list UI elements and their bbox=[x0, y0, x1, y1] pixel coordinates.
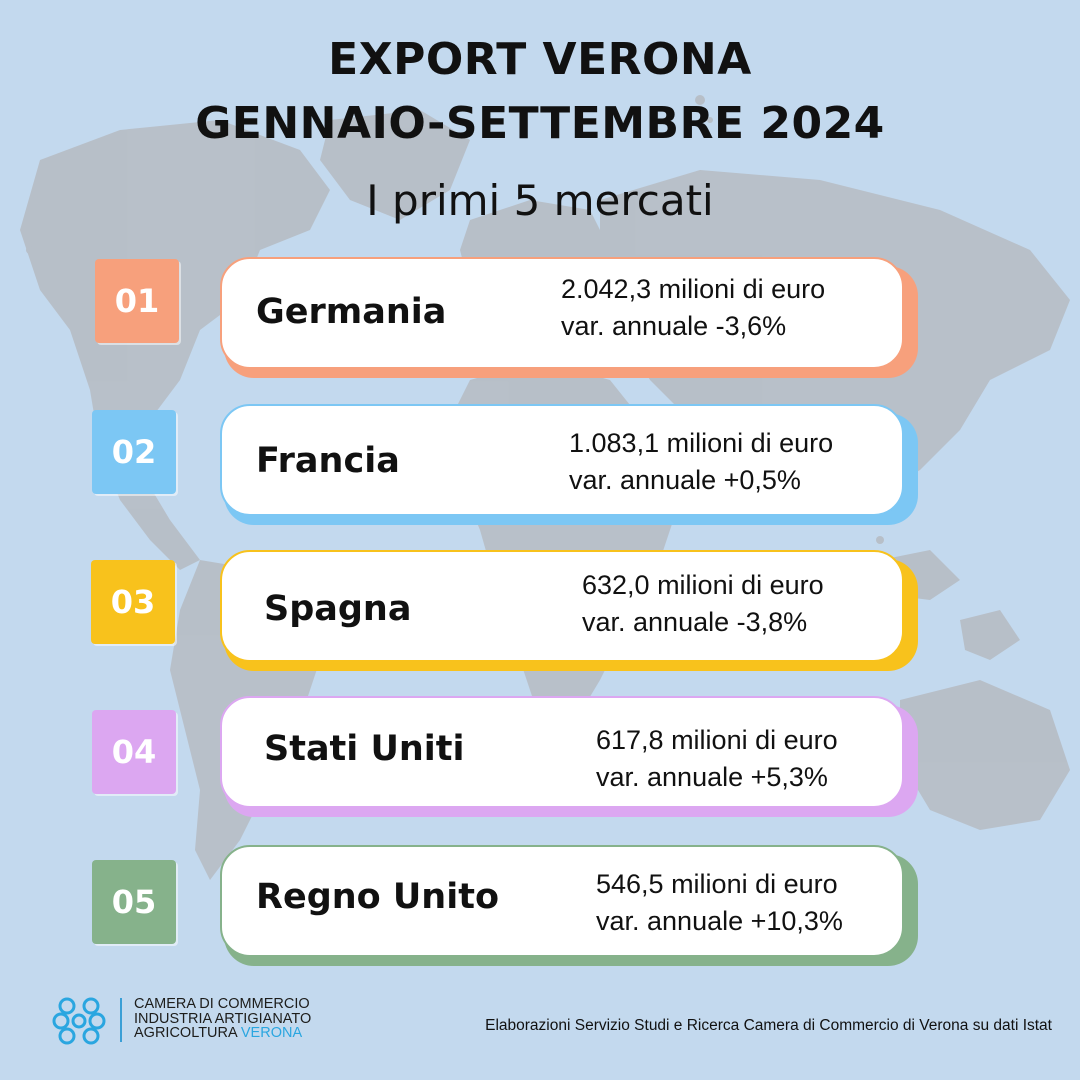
page-subtitle: I primi 5 mercati bbox=[366, 176, 714, 225]
rank-badge: 01 bbox=[95, 259, 179, 343]
page-title-period: GENNAIO-SETTEMBRE 2024 bbox=[195, 98, 885, 149]
market-card bbox=[220, 404, 904, 516]
org-line-text: AGRICOLTURA bbox=[134, 1025, 237, 1041]
rank-badge: 02 bbox=[92, 410, 176, 494]
market-change: var. annuale +10,3% bbox=[596, 906, 843, 936]
market-value: 632,0 milioni di euro bbox=[582, 570, 824, 600]
market-country: Regno Unito bbox=[256, 877, 500, 917]
market-country: Germania bbox=[256, 292, 447, 332]
market-card bbox=[220, 845, 904, 957]
market-change: var. annuale -3,6% bbox=[561, 311, 787, 341]
market-value: 2.042,3 milioni di euro bbox=[561, 274, 826, 304]
market-country: Spagna bbox=[264, 589, 412, 629]
rank-badge: 03 bbox=[91, 560, 175, 644]
page-title: EXPORT VERONA bbox=[328, 34, 752, 85]
source-credit: Elaborazioni Servizio Studi e Ricerca Ca… bbox=[485, 1017, 1052, 1034]
market-card bbox=[220, 696, 904, 808]
org-city: VERONA bbox=[240, 1025, 303, 1041]
rank-badge: 04 bbox=[92, 710, 176, 794]
org-line: INDUSTRIA ARTIGIANATO bbox=[134, 1010, 312, 1027]
market-card bbox=[220, 550, 904, 662]
market-country: Stati Uniti bbox=[264, 729, 465, 769]
footer-divider bbox=[120, 998, 122, 1042]
market-value: 617,8 milioni di euro bbox=[596, 725, 838, 755]
market-value: 546,5 milioni di euro bbox=[596, 869, 838, 899]
rank-badge: 05 bbox=[92, 860, 176, 944]
market-country: Francia bbox=[256, 441, 400, 481]
org-line: CAMERA DI COMMERCIO bbox=[134, 996, 310, 1012]
org-line: AGRICOLTURA VERONA bbox=[134, 1026, 311, 1041]
market-change: var. annuale -3,8% bbox=[582, 607, 808, 637]
organization-name: CAMERA DI COMMERCIO INDUSTRIA ARTIGIANAT… bbox=[134, 997, 311, 1041]
market-change: var. annuale +5,3% bbox=[596, 762, 828, 792]
market-card bbox=[220, 257, 904, 369]
market-change: var. annuale +0,5% bbox=[569, 465, 801, 495]
chamber-logo-icon bbox=[52, 997, 106, 1045]
market-value: 1.083,1 milioni di euro bbox=[569, 428, 834, 458]
